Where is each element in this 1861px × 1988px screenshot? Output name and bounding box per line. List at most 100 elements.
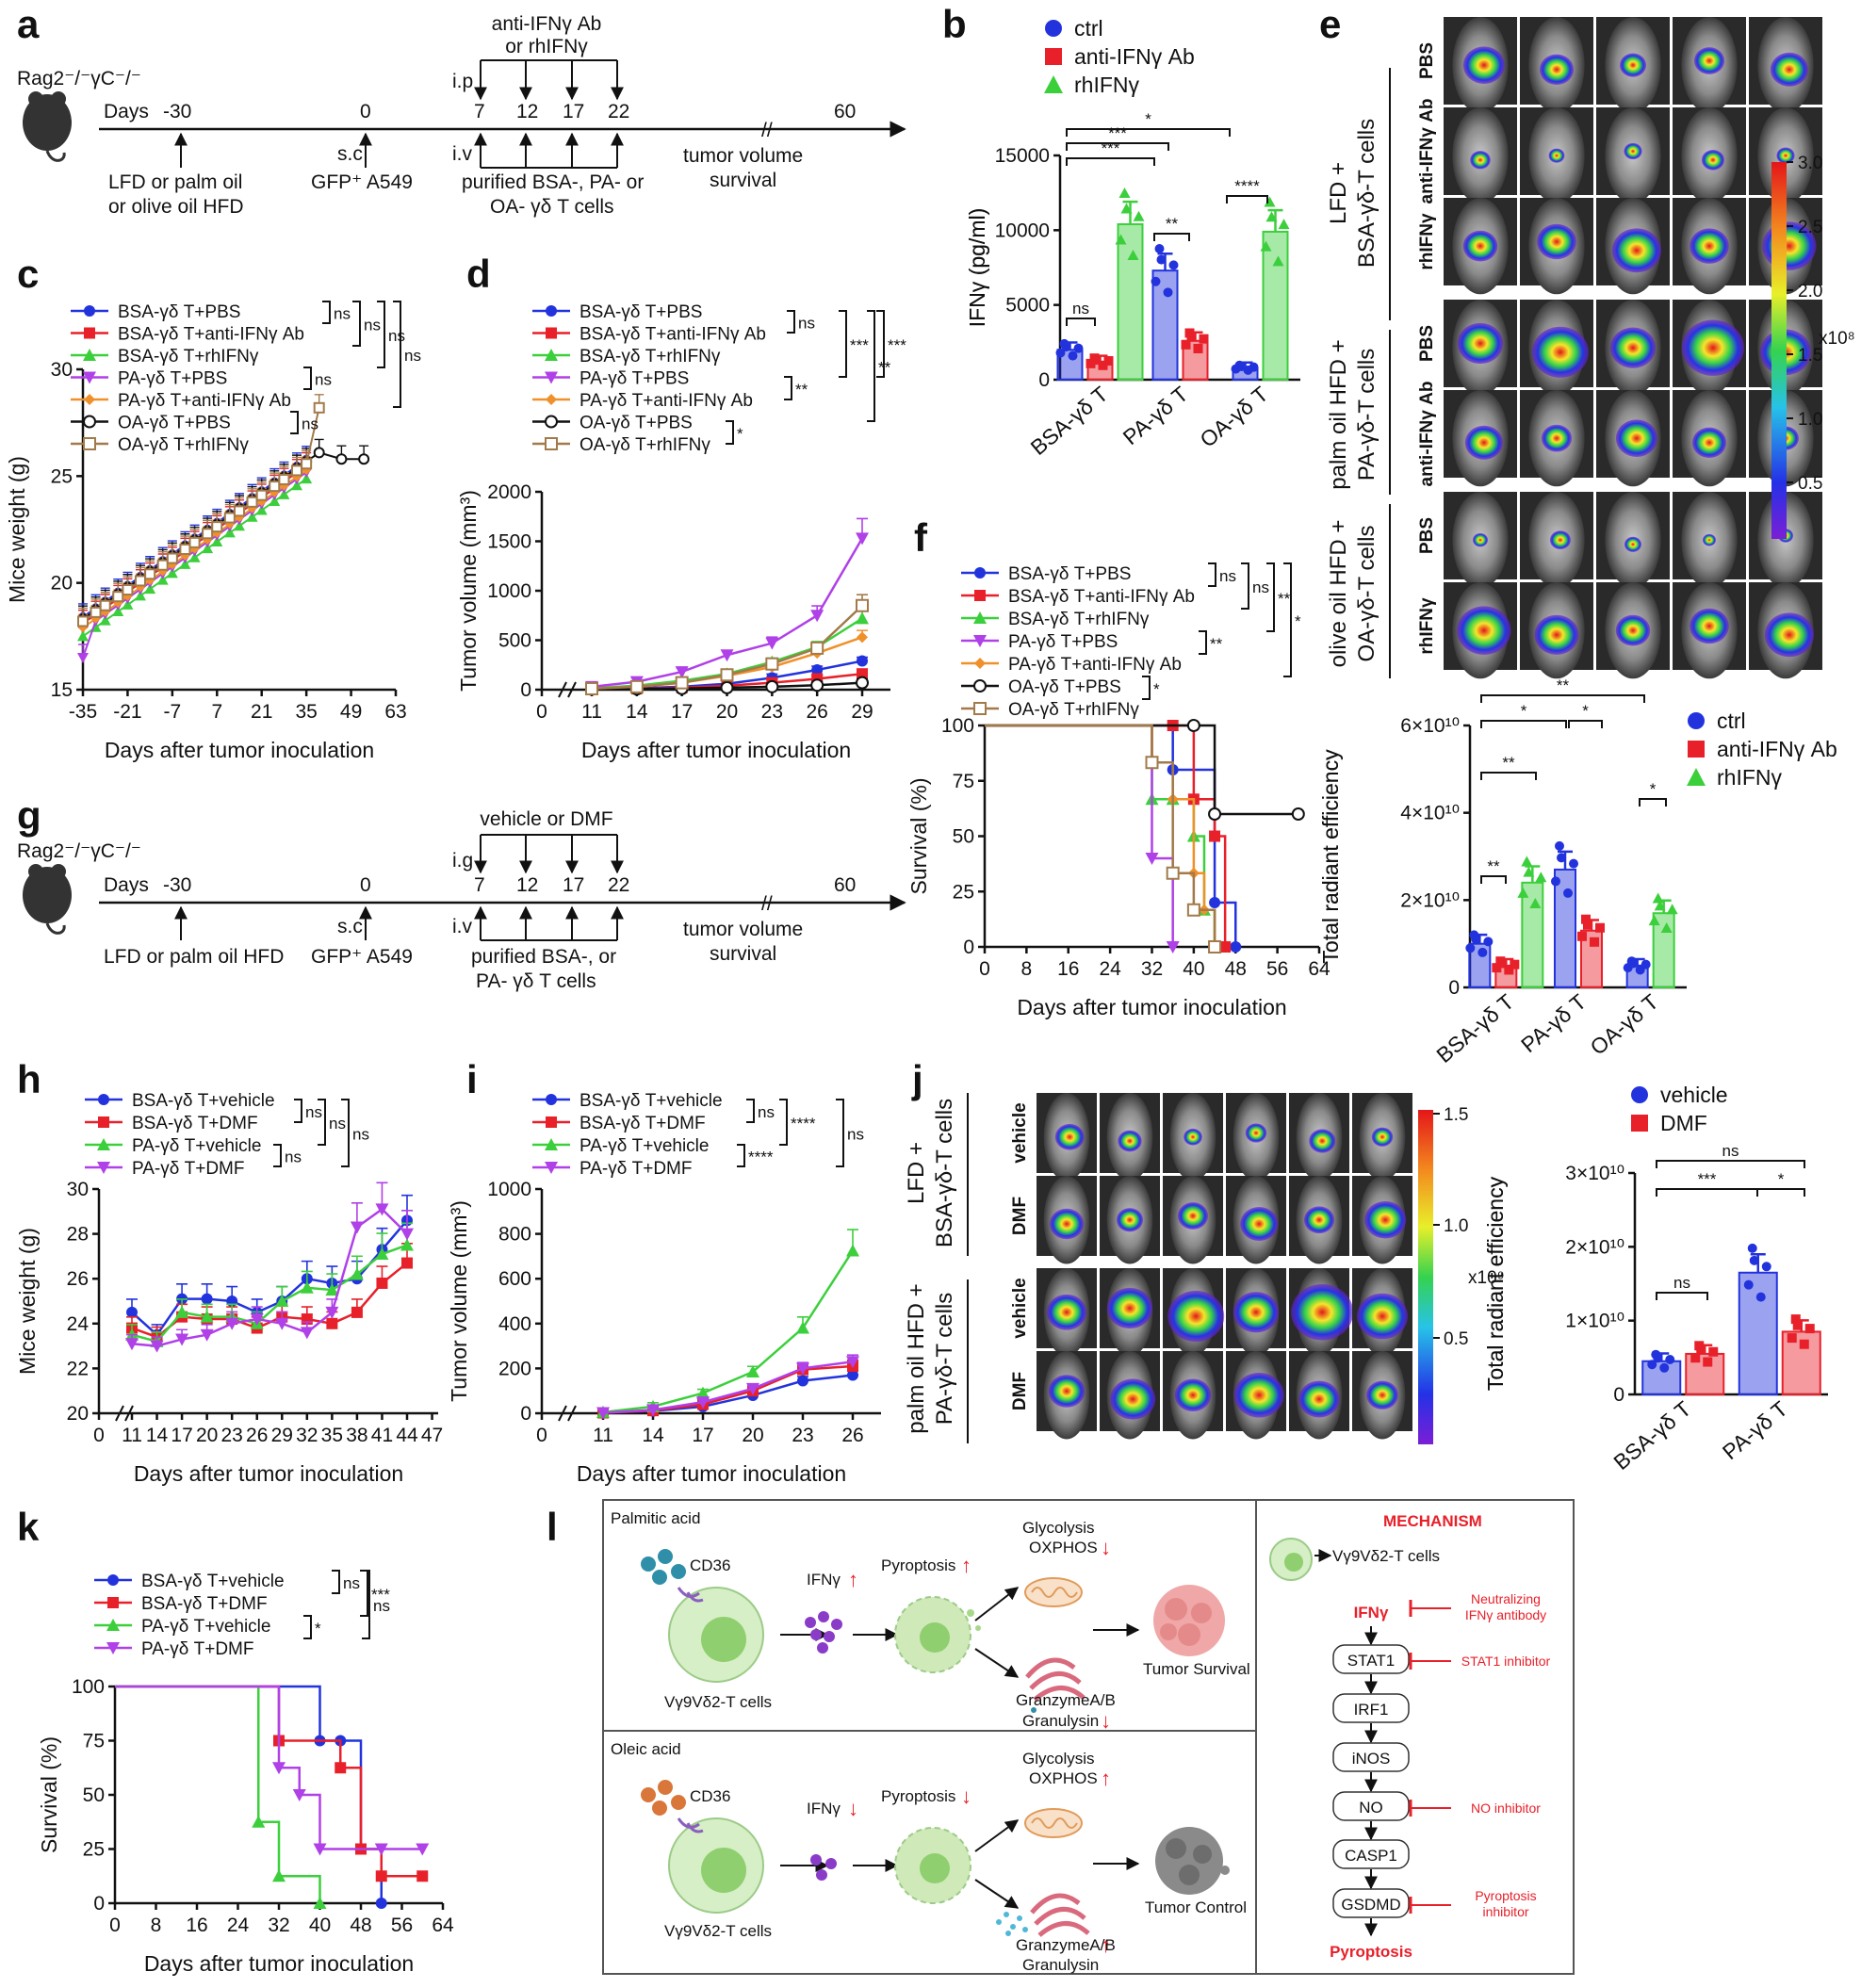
data-point xyxy=(200,1310,214,1323)
data-point xyxy=(1557,853,1566,863)
sig-bracket xyxy=(1656,1188,1758,1197)
data-point xyxy=(1688,712,1705,729)
tumor-signal xyxy=(1692,427,1726,458)
purified-label-1: purified BSA-, PA- or xyxy=(462,171,644,193)
tumor-signal xyxy=(1537,223,1576,260)
x-tick-label: -7 xyxy=(164,701,182,723)
data-point xyxy=(150,1340,164,1353)
legend-entry: BSA-γδ T+anti-IFNγ Ab xyxy=(580,325,766,345)
inhibitor-label: inhibitor xyxy=(1482,1904,1528,1919)
data-point xyxy=(375,1898,387,1909)
data-point xyxy=(234,505,245,517)
y-tick-label: 600 xyxy=(498,1268,531,1290)
data-point xyxy=(1209,830,1221,842)
colorbar-tick-label: 0.5 xyxy=(1444,1329,1468,1349)
y-tick-label: 50 xyxy=(953,826,974,848)
sig-label: ns xyxy=(343,1574,360,1592)
data-point xyxy=(83,415,96,429)
data-point xyxy=(1127,249,1139,260)
data-point xyxy=(856,598,869,612)
data-point xyxy=(546,327,557,339)
cd36-label: CD36 xyxy=(690,1787,730,1805)
y-axis-label: Mice weight (g) xyxy=(5,456,29,603)
data-point xyxy=(973,611,987,624)
data-point xyxy=(1249,362,1259,372)
granzyme-label: GranzymeA/B xyxy=(1016,1691,1116,1709)
tick-m30: -30 xyxy=(163,101,191,122)
sig-bracket xyxy=(1142,676,1151,700)
sig-bracket xyxy=(1266,562,1275,632)
data-point xyxy=(1103,356,1114,367)
axis-break: // xyxy=(761,893,773,915)
bar xyxy=(1117,222,1144,381)
data-point xyxy=(1787,1333,1797,1344)
panel-label-d: d xyxy=(466,252,491,296)
data-point xyxy=(1641,959,1651,970)
y-tick-label: 24 xyxy=(67,1313,90,1335)
y-tick-label: 800 xyxy=(498,1224,531,1246)
legend-entry: PA-γδ T+anti-IFNγ Ab xyxy=(118,391,291,411)
tumor-signal xyxy=(1366,1380,1398,1410)
y-tick-label: 15000 xyxy=(995,145,1050,167)
data-point xyxy=(1804,1324,1815,1334)
sig-label: ns xyxy=(364,317,381,334)
sig-bracket xyxy=(273,1144,282,1167)
sig-bracket xyxy=(352,301,361,347)
sig-bracket xyxy=(784,376,792,400)
readout-label-2: survival xyxy=(710,170,776,191)
sc-label: s.c xyxy=(337,916,363,937)
x-tick-label: 40 xyxy=(1183,958,1204,980)
panel-label-i: i xyxy=(466,1057,478,1101)
data-point xyxy=(1278,219,1290,230)
tumor-signal xyxy=(1462,46,1505,84)
x-tick-label: 11 xyxy=(581,701,602,723)
sig-label: ns xyxy=(352,1126,369,1144)
sig-label: *** xyxy=(850,336,869,354)
tumor-signal xyxy=(1620,53,1646,77)
diet-label-2: or olive oil HFD xyxy=(108,196,244,218)
data-point xyxy=(313,447,325,459)
pa-title: Palmitic acid xyxy=(611,1509,700,1527)
legend-entry: OA-γδ T+rhIFNγ xyxy=(580,435,710,455)
axis-break xyxy=(558,1405,577,1422)
data-point xyxy=(1563,888,1573,898)
data-point xyxy=(856,676,869,690)
y-tick-label: 75 xyxy=(83,1731,105,1752)
colorbar-tick-label: 3.0 xyxy=(1798,154,1822,173)
data-point xyxy=(250,1313,264,1327)
data-point xyxy=(720,680,734,694)
x-tick-label: 26 xyxy=(806,701,827,723)
x-tick-label: 0 xyxy=(109,1915,121,1936)
legend-entry: PA-γδ T+vehicle xyxy=(580,1136,709,1156)
chart-k: 0 25 50 75 100 Survival (%) Days after tumor i… xyxy=(37,1570,454,1976)
x-tick-label: 17 xyxy=(692,1425,713,1446)
chart-f: 0 25 50 75 100 Survival (%) Days after tumor i… xyxy=(906,562,1330,1019)
sig-bracket xyxy=(1756,1188,1805,1197)
sig-label: *** xyxy=(371,1586,390,1604)
chart-c: 15 20 25 30 Mice weight (g) Days after tumor … xyxy=(5,301,421,762)
survival-curve xyxy=(985,724,1216,947)
data-point xyxy=(134,590,146,601)
sig-label: ns xyxy=(798,315,815,333)
data-point xyxy=(1577,931,1587,941)
y-axis-label: Total radiant efficiency xyxy=(1483,1176,1508,1391)
data-point xyxy=(1055,348,1066,358)
data-point xyxy=(1631,1115,1648,1132)
x-tick-label: 56 xyxy=(391,1915,413,1936)
legend-entry: BSA-γδ T+anti-IFNγ Ab xyxy=(118,325,304,345)
row-label: rhIFNγ xyxy=(1417,213,1437,270)
data-point xyxy=(122,584,134,596)
pathway-node xyxy=(1332,1839,1410,1869)
data-point xyxy=(765,679,779,693)
data-point xyxy=(313,401,325,414)
legend-entry: rhIFNγ xyxy=(1717,765,1783,790)
pyroptotic-cell-icon xyxy=(894,1596,981,1673)
data-point xyxy=(97,1138,110,1150)
data-point xyxy=(126,1306,138,1318)
data-point xyxy=(847,1369,858,1381)
data-point xyxy=(846,1244,859,1257)
tick-12: 12 xyxy=(516,101,538,122)
x-tick-label: 35 xyxy=(295,701,317,723)
data-point xyxy=(301,473,313,484)
data-point xyxy=(350,1221,364,1234)
